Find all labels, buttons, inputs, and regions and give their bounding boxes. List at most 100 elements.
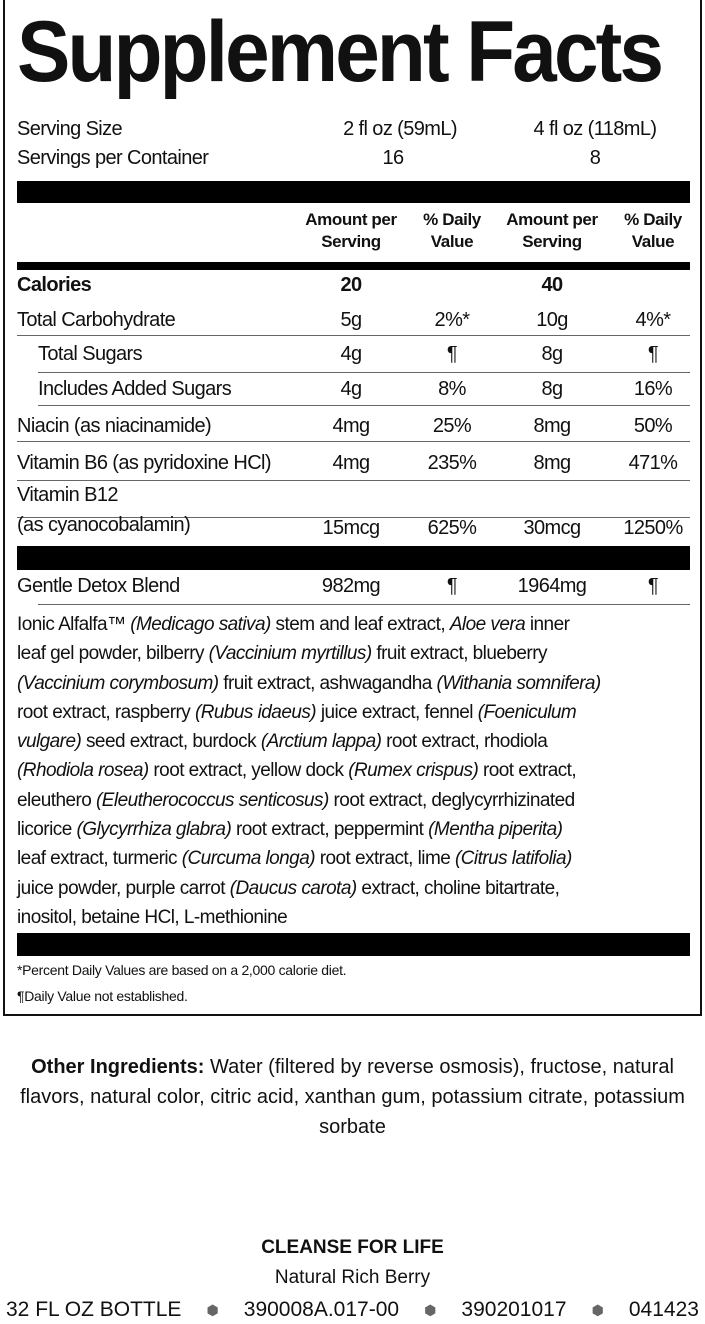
botanical-name: (Rubus idaeus) xyxy=(194,701,317,723)
serving-size-1: 2 fl oz (59mL) xyxy=(343,118,457,140)
daily-value-cell: ¶ xyxy=(446,575,458,597)
ingredient-text: Ionic Alfalfa™ xyxy=(17,614,131,635)
ingredient-text: root extract, peppermint xyxy=(231,819,429,841)
nutrient-label-line: (as cyanocobalamin) xyxy=(17,514,191,536)
ingredient-text: fruit extract, ashwagandha xyxy=(218,672,437,694)
bottle-size: 32 FL OZ BOTTLE xyxy=(6,1298,182,1321)
blend-line: root extract, raspberry (Rubus idaeus) j… xyxy=(17,698,601,727)
nutrient-row: Gentle Detox Blend 982mg ¶ 1964mg ¶ xyxy=(17,570,690,604)
ingredient-text: leaf gel powder, bilberry xyxy=(17,643,209,665)
botanical-name: (Medicago sativa) xyxy=(130,614,271,635)
nutrient-row: Total Carbohydrate 5g 2%* 10g 4%* xyxy=(17,303,690,338)
divider-line xyxy=(38,372,690,373)
blend-line: (Vaccinium corymbosum) fruit extract, as… xyxy=(17,669,601,698)
nutrient-label: Vitamin B12 (as cyanocobalamin) xyxy=(17,480,191,540)
nutrient-label: Gentle Detox Blend xyxy=(17,575,180,597)
botanical-name: (Rumex crispus) xyxy=(348,760,479,782)
daily-value-cell: ¶ xyxy=(647,575,659,597)
botanical-name: (Arctium lappa) xyxy=(260,731,382,753)
botanical-name: (Mentha piperita) xyxy=(428,819,563,841)
amount-cell: 40 xyxy=(541,274,563,296)
blend-line: Ionic Alfalfa™ (Medicago sativa) stem an… xyxy=(17,610,601,639)
daily-value-cell: 2%* xyxy=(434,309,470,331)
nutrient-label: Total Sugars xyxy=(38,343,143,365)
divider-bar xyxy=(17,546,690,570)
blend-line: inositol, betaine HCl, L-methionine xyxy=(17,903,601,932)
ingredient-text: extract, choline bitartrate, xyxy=(356,877,560,899)
ingredient-text: juice extract, fennel xyxy=(316,701,478,723)
botanical-name: vulgare) xyxy=(17,731,82,753)
amount-cell: 10g xyxy=(536,309,568,331)
botanical-name: (Daucus carota) xyxy=(229,877,357,899)
header-amount-2: Amount per Serving xyxy=(506,210,598,251)
botanical-name: (Vaccinium corymbosum) xyxy=(17,672,219,694)
amount-cell: 1964mg xyxy=(517,575,587,597)
amount-cell: 15mcg xyxy=(322,517,380,539)
panel-title: Supplement Facts xyxy=(17,4,664,100)
nutrient-row: Total Sugars 4g ¶ 8g ¶ xyxy=(17,338,690,372)
daily-value-cell: 235% xyxy=(427,452,477,474)
daily-value-cell: 1250% xyxy=(623,517,683,539)
ingredient-text: juice powder, purple carrot xyxy=(17,877,230,899)
other-ingredients: Other Ingredients: Water (filtered by re… xyxy=(0,1052,705,1142)
amount-cell: 8g xyxy=(541,378,563,400)
code-2: 390201017 xyxy=(461,1298,567,1321)
daily-value-cell: 25% xyxy=(432,415,472,437)
other-ingredients-text: Water (filtered by reverse osmosis), fru… xyxy=(20,1056,685,1138)
blend-line: licorice (Glycyrrhiza glabra) root extra… xyxy=(17,815,601,844)
nutrient-row: Vitamin B12 (as cyanocobalamin) 15mcg 625% 3… xyxy=(17,481,690,546)
amount-cell: 30mcg xyxy=(523,517,581,539)
amount-cell: 8g xyxy=(541,343,563,365)
footnote-not-established: ¶Daily Value not established. xyxy=(17,988,188,1004)
nutrient-label: Includes Added Sugars xyxy=(38,378,232,400)
botanical-name: (Withania somnifera) xyxy=(436,672,602,694)
header-amount-1: Amount per Serving xyxy=(305,210,397,251)
footnote-daily-value: *Percent Daily Values are based on a 2,0… xyxy=(17,962,347,978)
blend-ingredients: Ionic Alfalfa™ (Medicago sativa) stem an… xyxy=(17,610,601,932)
nutrient-row: Vitamin B6 (as pyridoxine HCl) 4mg 235% 8mg… xyxy=(17,444,690,481)
ingredient-text: stem and leaf extract, xyxy=(270,614,450,635)
daily-value-cell: 8% xyxy=(438,378,466,400)
blend-line: juice powder, purple carrot (Daucus caro… xyxy=(17,874,601,903)
serving-size-2: 4 fl oz (118mL) xyxy=(533,118,658,140)
amount-cell: 5g xyxy=(340,309,362,331)
divider-bar xyxy=(17,181,690,203)
daily-value-cell: 4%* xyxy=(635,309,671,331)
ingredient-text: root extract, raspberry xyxy=(17,701,195,723)
amount-cell: 8mg xyxy=(533,415,571,437)
product-name: CLEANSE FOR LIFE xyxy=(261,1237,444,1258)
botanical-name: (Glycyrrhiza glabra) xyxy=(76,819,232,841)
nutrient-label: Vitamin B6 (as pyridoxine HCl) xyxy=(17,452,272,474)
servings-per-container-1: 16 xyxy=(382,147,404,169)
nutrient-row: Niacin (as niacinamide) 4mg 25% 8mg 50% xyxy=(17,407,690,444)
daily-value-cell: 16% xyxy=(633,378,673,400)
code-3: 041423 xyxy=(628,1298,699,1321)
amount-cell: 982mg xyxy=(321,575,381,597)
ingredient-text: licorice xyxy=(17,819,77,841)
ingredient-text: seed extract, burdock xyxy=(81,731,261,753)
divider-bar xyxy=(17,933,690,956)
blend-line: leaf extract, turmeric (Curcuma longa) r… xyxy=(17,844,601,873)
daily-value-cell: 471% xyxy=(628,452,678,474)
other-ingredients-label: Other Ingredients: xyxy=(31,1056,205,1078)
botanical-name: Aloe vera xyxy=(449,614,526,635)
nutrient-row: Calories 20 40 xyxy=(17,270,690,303)
divider-line xyxy=(38,604,690,605)
daily-value-cell: 50% xyxy=(633,415,673,437)
nutrient-label: Calories xyxy=(17,274,92,296)
divider-line xyxy=(17,480,690,481)
daily-value-cell: 625% xyxy=(427,517,477,539)
amount-cell: 4mg xyxy=(332,452,370,474)
amount-cell: 4g xyxy=(340,378,362,400)
daily-value-cell: ¶ xyxy=(647,343,659,365)
nutrient-row: Includes Added Sugars 4g 8% 8g 16% xyxy=(17,372,690,407)
divider-line xyxy=(38,405,690,406)
serving-size-label: Serving Size xyxy=(17,118,123,140)
amount-cell: 8mg xyxy=(533,452,571,474)
ingredient-text: root extract, deglycyrrhizinated xyxy=(328,789,576,811)
bullet-icon: ⬢ xyxy=(591,1302,604,1318)
bullet-icon: ⬢ xyxy=(424,1302,437,1318)
servings-per-container-2: 8 xyxy=(589,147,601,169)
blend-line: eleuthero (Eleutherococcus senticosus) r… xyxy=(17,786,601,815)
nutrient-label: Niacin (as niacinamide) xyxy=(17,415,212,437)
